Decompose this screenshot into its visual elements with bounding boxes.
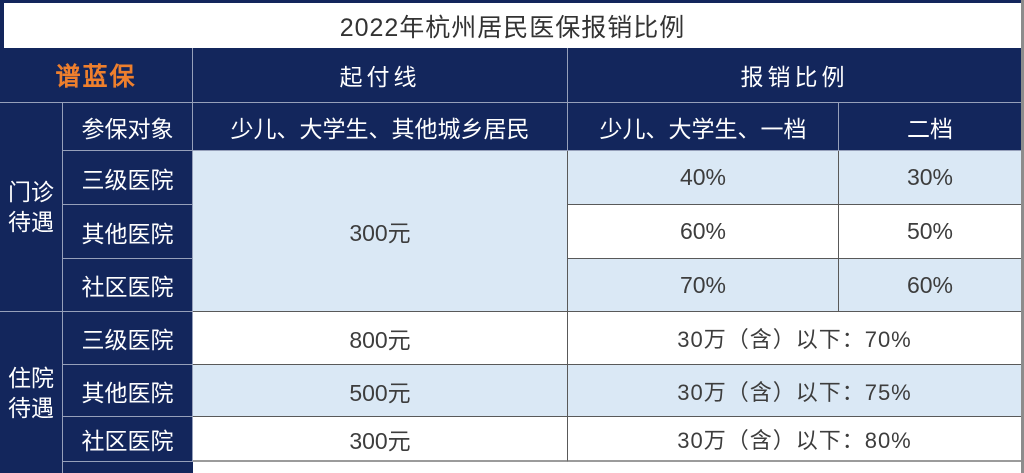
- cell-inpatient-deductible-community: 300元: [193, 417, 568, 462]
- cell-ratio-a-other: 60%: [568, 205, 839, 259]
- cell-ratio-a-community: 70%: [568, 259, 839, 312]
- row-label-text: 其他医院: [81, 220, 174, 247]
- group-inpatient-line1: 住院: [8, 364, 54, 391]
- cell-participant-deductible-group: 少儿、大学生、其他城乡居民: [193, 103, 568, 151]
- row-label-text: 三级医院: [81, 327, 174, 353]
- ratio-col-a-text: 少儿、大学生、一档: [599, 115, 807, 142]
- header-deductible: 起付线: [193, 48, 568, 103]
- cell-outpatient-deductible: 300元: [193, 151, 568, 312]
- ratio-value: 60%: [906, 271, 954, 298]
- row-label-outpatient-community: 社区医院: [63, 259, 193, 312]
- cell-inpatient-deductible-tier3: 800元: [193, 312, 568, 365]
- participant-deductible-text: 少儿、大学生、其他城乡居民: [230, 115, 530, 142]
- brand-text: 谱蓝保: [55, 63, 137, 91]
- ratio-value: 30%: [906, 164, 954, 190]
- row-label-inpatient-tier3: 三级医院: [63, 312, 193, 365]
- ratio-value: 30万（含）以下：70%: [677, 327, 912, 352]
- cell-inpatient-ratio-other: 30万（含）以下：75%: [568, 365, 1021, 417]
- header-ratio-col-b: 二档: [839, 103, 1021, 151]
- participant-label-text: 参保对象: [81, 115, 174, 142]
- row-label-text: 社区医院: [81, 274, 174, 300]
- deductible-value: 300元: [349, 220, 411, 246]
- ratio-col-b-text: 二档: [907, 115, 953, 142]
- table-border-right: [1021, 0, 1024, 473]
- cell-participant-label: 参保对象: [63, 103, 193, 151]
- cell-ratio-b-tier3: 30%: [839, 151, 1021, 205]
- group-inpatient-line2: 待遇: [8, 394, 54, 421]
- cell-inpatient-ratio-tier3: 30万（含）以下：70%: [568, 312, 1021, 365]
- ratio-value: 40%: [679, 164, 727, 190]
- deductible-value: 800元: [349, 327, 411, 353]
- cell-inpatient-ratio-community: 30万（含）以下：80%: [568, 417, 1021, 462]
- row-label-text: 其他医院: [81, 379, 174, 406]
- cell-ratio-b-other: 50%: [839, 205, 1021, 259]
- header-deductible-text: 起付线: [339, 64, 421, 90]
- row-label-inpatient-community: 社区医院: [63, 417, 193, 462]
- group-label-outpatient: 门诊 待遇: [0, 103, 63, 312]
- cell-inpatient-deductible-other: 500元: [193, 365, 568, 417]
- deductible-value: 500元: [349, 379, 411, 406]
- ratio-value: 60%: [679, 218, 727, 244]
- header-ratio-col-a: 少儿、大学生、一档: [568, 103, 839, 151]
- cell-ratio-a-tier3: 40%: [568, 151, 839, 205]
- row-label-text: 三级医院: [81, 166, 174, 193]
- header-ratio-text: 报销比例: [740, 64, 849, 90]
- row-label-inpatient-other: 其他医院: [63, 365, 193, 417]
- deductible-value: 300元: [349, 427, 411, 454]
- ratio-value: 50%: [906, 218, 954, 244]
- row-label-outpatient-other: 其他医院: [63, 205, 193, 259]
- group-outpatient-line1: 门诊: [8, 179, 54, 205]
- brand-logo: 谱蓝保: [0, 48, 193, 103]
- cell-ratio-b-community: 60%: [839, 259, 1021, 312]
- header-ratio: 报销比例: [568, 48, 1021, 103]
- ratio-value: 30万（含）以下：80%: [677, 427, 912, 453]
- ratio-value: 70%: [679, 271, 727, 298]
- group-outpatient-line2: 待遇: [8, 209, 54, 235]
- page-title: 2022年杭州居民医保报销比例: [4, 3, 1021, 48]
- table-footer-navy-stub: [63, 462, 193, 473]
- page-title-text: 2022年杭州居民医保报销比例: [339, 13, 686, 42]
- table-border-top: [0, 0, 1021, 3]
- row-label-text: 社区医院: [81, 428, 174, 454]
- ratio-value: 30万（含）以下：75%: [677, 379, 912, 405]
- group-label-inpatient: 住院 待遇: [0, 312, 63, 473]
- row-label-outpatient-tier3: 三级医院: [63, 151, 193, 205]
